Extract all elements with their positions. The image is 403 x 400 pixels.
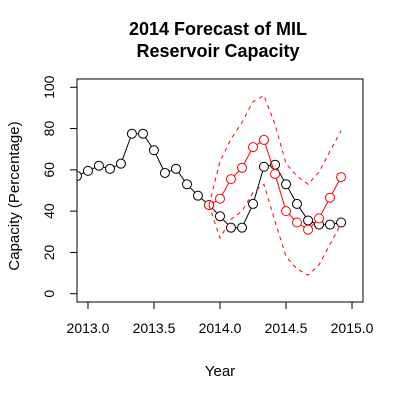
y-tick-label: 20 (41, 244, 57, 260)
forecast-point (237, 162, 248, 173)
y-axis: 0 20 40 60 80 100 (41, 75, 77, 298)
observed-point (248, 198, 259, 209)
forecast-point (225, 174, 236, 185)
x-tick-label: 2015.0 (331, 320, 374, 336)
forecast-point (258, 134, 269, 145)
y-tick-label: 0 (41, 290, 57, 298)
y-tick-label: 80 (41, 121, 57, 137)
forecast-point (281, 206, 292, 217)
lower-interval-line (208, 183, 342, 276)
x-axis: 2013.0 2013.5 2014.0 2014.5 2015.0 (67, 302, 374, 336)
y-tick-label: 60 (41, 162, 57, 178)
observed-point (105, 163, 116, 174)
forecast-point (270, 168, 281, 179)
observed-point (324, 219, 335, 230)
observed-point (258, 161, 269, 172)
x-tick-label: 2014.0 (199, 320, 242, 336)
y-tick-label: 100 (41, 75, 57, 99)
forecast-point (303, 224, 314, 235)
observed-point (291, 198, 302, 209)
observed-point (215, 211, 225, 222)
forecast-point (291, 217, 302, 228)
observed-point (192, 190, 203, 201)
plot-frame (76, 78, 364, 303)
y-tick-label: 40 (41, 203, 57, 219)
observed-point (225, 222, 236, 233)
upper-interval-line (208, 94, 342, 206)
x-tick-label: 2013.0 (67, 320, 110, 336)
observed-point (115, 158, 126, 169)
forecast-point (215, 193, 225, 204)
forecast-point (324, 192, 335, 203)
observed-point (237, 222, 248, 233)
forecast-point (314, 213, 325, 224)
forecast-point (248, 142, 259, 153)
observed-point (138, 128, 149, 139)
observed-point (77, 171, 82, 182)
observed-point (181, 179, 192, 190)
observed-line (77, 133, 342, 229)
observed-point (93, 160, 104, 171)
observed-point (126, 128, 137, 139)
observed-point (159, 167, 170, 178)
y-axis-label: Capacity (Percentage) (6, 121, 23, 270)
observed-point (336, 217, 347, 228)
observed-point (303, 215, 314, 226)
observed-point (171, 163, 182, 174)
chart-title-line-2: Reservoir Capacity (136, 41, 299, 61)
observed-point (148, 145, 159, 156)
x-tick-label: 2013.5 (133, 320, 176, 336)
x-tick-label: 2014.5 (265, 320, 308, 336)
observed-point (82, 165, 93, 176)
chart-title-line-1: 2014 Forecast of MIL (129, 19, 307, 39)
observed-point (281, 179, 292, 190)
series-layer (77, 94, 347, 276)
x-axis-label: Year (205, 363, 235, 380)
forecast-point (336, 172, 347, 183)
